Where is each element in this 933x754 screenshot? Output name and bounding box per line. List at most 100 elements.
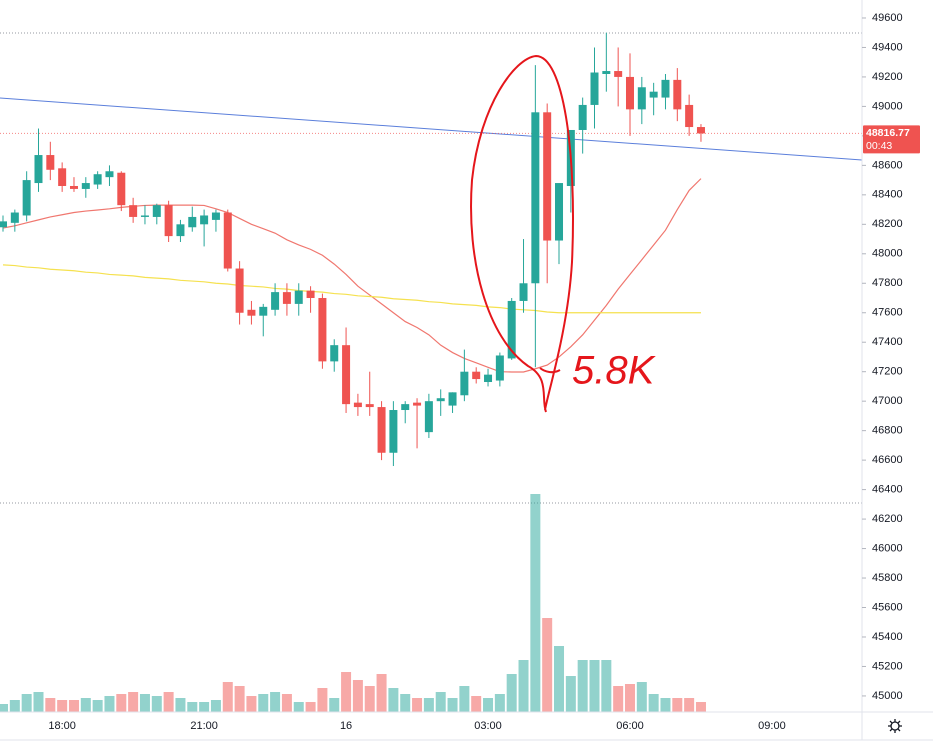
x-tick-label: 16 — [340, 720, 352, 732]
volume-bar — [199, 702, 210, 712]
candle-body — [578, 104, 587, 130]
candle-body — [69, 185, 78, 189]
y-tick-label: 46200 — [872, 513, 903, 525]
candle-body — [46, 155, 55, 170]
volume-bar — [0, 704, 8, 712]
y-tick-label: 46400 — [872, 484, 903, 496]
candle-body — [436, 398, 445, 402]
y-tick-label: 47000 — [872, 395, 903, 407]
last-price-label: 48816.77 — [866, 127, 910, 139]
plot-area — [0, 32, 862, 712]
volume-bar — [352, 680, 363, 712]
y-tick-label: 46600 — [872, 454, 903, 466]
x-tick-label: 09:00 — [758, 720, 786, 732]
candle-body — [531, 112, 540, 284]
candle-body — [353, 402, 362, 408]
volume-bar — [624, 684, 635, 712]
volume-bar — [684, 698, 695, 712]
volume-bar — [459, 686, 470, 712]
settings-icon-spokes — [888, 719, 902, 733]
candle-body — [685, 104, 694, 128]
volume-bar — [447, 698, 458, 712]
candle-body — [661, 79, 670, 98]
candle-body — [625, 76, 634, 110]
candle-body — [543, 112, 552, 241]
volume-bar — [542, 618, 553, 712]
candle-body — [342, 345, 351, 405]
candle-body — [22, 180, 31, 216]
candle-body — [365, 404, 374, 408]
candle-body — [472, 371, 481, 380]
volume-bar — [151, 696, 162, 712]
candle-body — [259, 306, 268, 316]
volume-bar — [187, 702, 198, 712]
volume-bar — [163, 692, 174, 712]
volume-series — [0, 494, 706, 712]
volume-bar — [270, 692, 281, 712]
annotation-ellipse — [470, 54, 574, 413]
volume-bar — [57, 700, 68, 712]
candle-body — [129, 205, 138, 217]
y-tick-label: 48200 — [872, 218, 903, 230]
candle-body — [519, 283, 528, 301]
candle-body — [649, 91, 658, 98]
y-tick-label: 46800 — [872, 425, 903, 437]
candle-body — [0, 221, 7, 228]
candle-body — [93, 174, 102, 185]
candle-body — [495, 355, 504, 381]
volume-bar — [364, 686, 375, 712]
candle-body — [271, 292, 280, 310]
volume-bar — [68, 700, 79, 712]
candle-body — [484, 374, 493, 383]
volume-bar — [139, 694, 150, 712]
volume-bar — [471, 696, 482, 712]
y-tick-label: 47800 — [872, 277, 903, 289]
candle-body — [460, 371, 469, 396]
x-tick-label: 18:00 — [48, 720, 76, 732]
candle-body — [637, 87, 646, 110]
volume-bar — [329, 698, 340, 712]
candle-body — [140, 215, 149, 217]
y-tick-label: 48600 — [872, 159, 903, 171]
volume-bar — [281, 694, 292, 712]
moving-average — [2, 264, 701, 314]
candle-body — [614, 71, 623, 77]
volume-bar — [400, 694, 411, 712]
candle-body — [330, 345, 339, 362]
x-tick-label: 06:00 — [616, 720, 644, 732]
volume-bar — [246, 696, 257, 712]
volume-bar — [648, 694, 659, 712]
volume-bar — [92, 700, 103, 712]
volume-bar — [613, 686, 624, 712]
volume-bar — [388, 688, 399, 712]
volume-bar — [601, 660, 612, 712]
candle-body — [555, 183, 564, 241]
y-tick-label: 49200 — [872, 71, 903, 83]
candle-body — [306, 290, 315, 299]
candle-body — [377, 407, 386, 453]
candle-body — [10, 212, 19, 223]
volume-bar — [554, 646, 565, 712]
candle-body — [117, 172, 126, 206]
settings-icon-ring — [890, 721, 900, 731]
candle-body — [696, 127, 705, 134]
volume-bar — [412, 698, 423, 712]
volume-bar — [210, 700, 221, 712]
volume-bar — [435, 692, 446, 712]
candle-body — [413, 402, 422, 406]
y-tick-label: 48000 — [872, 248, 903, 260]
settings-icon[interactable] — [888, 719, 902, 733]
volume-bar — [305, 702, 316, 712]
candle-body — [164, 205, 173, 237]
trend-line — [0, 97, 862, 161]
y-tick-label: 47600 — [872, 307, 903, 319]
volume-bar — [660, 698, 671, 712]
candle-body — [448, 392, 457, 406]
volume-bar — [672, 698, 683, 712]
candle-body — [176, 224, 185, 237]
candle-body — [211, 212, 220, 220]
candle-body — [401, 404, 410, 411]
volume-bar — [21, 694, 32, 712]
candle-body — [389, 410, 398, 453]
